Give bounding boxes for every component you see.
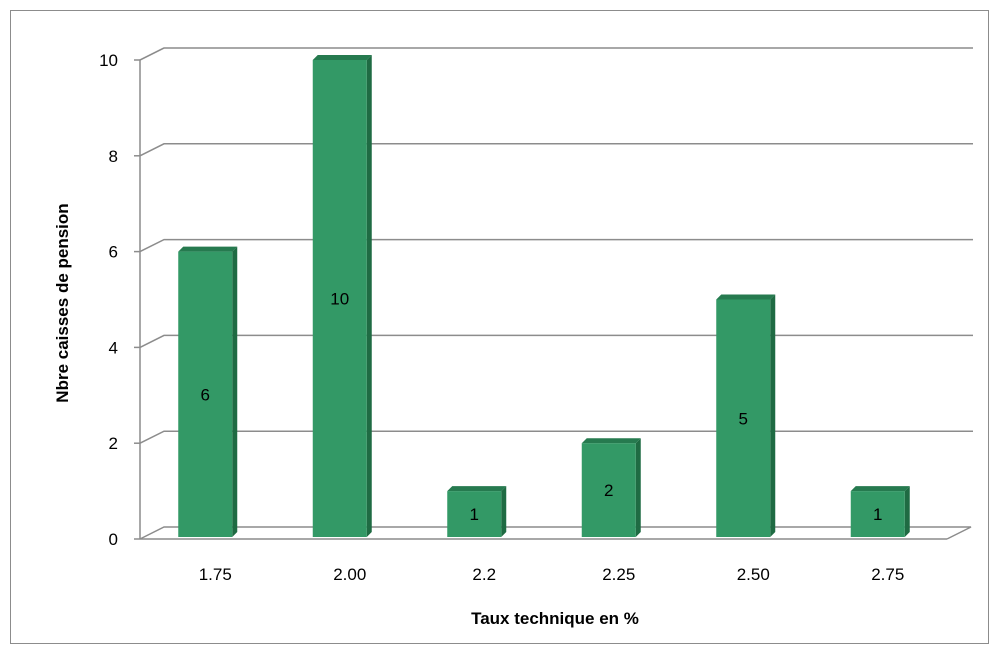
y-tick-label: 6 bbox=[109, 243, 118, 262]
gridlines bbox=[134, 47, 973, 540]
floor-line bbox=[139, 526, 972, 540]
data-label: 1 bbox=[470, 505, 479, 524]
gridline bbox=[139, 334, 973, 349]
y-tick-label: 4 bbox=[109, 338, 118, 357]
bar-side bbox=[366, 55, 372, 537]
bar-side bbox=[501, 486, 507, 537]
tick-labels: 0 2 4 6 8 10 6 1.75 10 2.00 1 2.2 2 2.25 5 2.50 1 2.75 bbox=[99, 51, 904, 584]
x-tick-label: 2.2 bbox=[472, 565, 496, 584]
x-tick-label: 2.00 bbox=[333, 565, 366, 584]
bar-side bbox=[904, 486, 910, 537]
y-tick-label: 8 bbox=[109, 147, 118, 166]
bar-top bbox=[716, 294, 776, 300]
data-label: 1 bbox=[873, 505, 882, 524]
x-tick-label: 1.75 bbox=[199, 565, 232, 584]
bar bbox=[581, 443, 636, 537]
bar-side bbox=[635, 438, 641, 537]
bar-top bbox=[850, 486, 910, 492]
bars bbox=[178, 55, 910, 537]
bar bbox=[850, 491, 905, 537]
y-tick-label: 2 bbox=[109, 434, 118, 453]
x-tick-label: 2.25 bbox=[602, 565, 635, 584]
bar bbox=[447, 491, 502, 537]
bar-top bbox=[178, 246, 238, 252]
bar-top bbox=[312, 55, 372, 60]
data-label: 2 bbox=[604, 481, 613, 500]
bar-top bbox=[447, 486, 507, 492]
gridline bbox=[139, 143, 973, 157]
x-axis-title: Taux technique en % bbox=[471, 609, 639, 628]
y-tick-label: 0 bbox=[109, 530, 118, 549]
bar bbox=[312, 60, 367, 537]
gridline bbox=[139, 430, 973, 444]
bar-side bbox=[232, 246, 238, 537]
x-tick-label: 2.50 bbox=[737, 565, 770, 584]
data-label: 6 bbox=[201, 385, 210, 404]
x-tick-label: 2.75 bbox=[871, 565, 904, 584]
bar-top bbox=[581, 438, 641, 444]
gridline bbox=[139, 47, 973, 61]
bar bbox=[178, 251, 233, 537]
y-axis-title: Nbre caisses de pension bbox=[53, 203, 72, 402]
bar bbox=[716, 299, 771, 537]
data-label: 5 bbox=[739, 409, 748, 428]
y-axis-depth-line bbox=[139, 47, 165, 61]
gridline bbox=[139, 238, 973, 253]
bar-side bbox=[770, 294, 776, 537]
data-label: 10 bbox=[330, 290, 349, 309]
y-tick-label: 10 bbox=[99, 51, 118, 70]
